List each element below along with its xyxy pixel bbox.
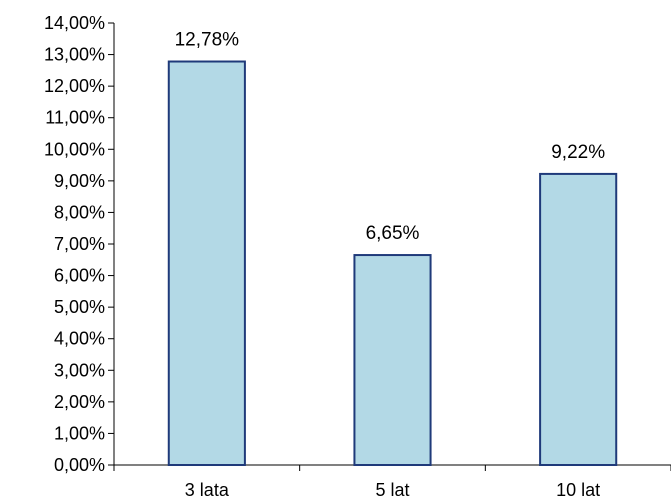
x-category-label: 10 lat bbox=[556, 480, 600, 500]
bar bbox=[539, 172, 618, 466]
y-tick-label: 1,00% bbox=[54, 423, 105, 443]
y-tick-label: 4,00% bbox=[54, 329, 105, 349]
y-tick-label: 14,00% bbox=[44, 13, 105, 33]
y-tick-label: 9,00% bbox=[54, 171, 105, 191]
y-tick-label: 0,00% bbox=[54, 455, 105, 475]
y-tick-label: 12,00% bbox=[44, 76, 105, 96]
bar-value-label: 12,78% bbox=[175, 30, 240, 51]
bar bbox=[167, 60, 246, 466]
y-tick-label: 5,00% bbox=[54, 297, 105, 317]
x-axis: 3 lata 5 lat 10 lat bbox=[113, 464, 671, 500]
bar-value-label: 6,65% bbox=[366, 223, 420, 244]
bar bbox=[353, 254, 432, 466]
x-category-label: 5 lat bbox=[375, 480, 409, 500]
y-tick-label: 11,00% bbox=[45, 108, 105, 128]
bar-value-label: 9,22% bbox=[551, 142, 605, 163]
y-tick-label: 6,00% bbox=[54, 266, 105, 286]
x-category-label: 3 lata bbox=[185, 480, 230, 500]
data-labels: 12,78% 6,65% 9,22% bbox=[175, 30, 606, 245]
bars bbox=[167, 60, 618, 466]
y-tick-label: 2,00% bbox=[54, 392, 105, 412]
y-tick-label: 13,00% bbox=[44, 45, 105, 65]
y-tick-label: 3,00% bbox=[54, 360, 105, 380]
y-tick-label: 10,00% bbox=[44, 139, 105, 159]
y-tick-label: 8,00% bbox=[54, 202, 105, 222]
y-axis: 0,00% 1,00% 2,00% 3,00% 4,00% 5,00% 6,00% 7,00%… bbox=[44, 13, 115, 475]
y-tick-label: 7,00% bbox=[54, 234, 105, 254]
